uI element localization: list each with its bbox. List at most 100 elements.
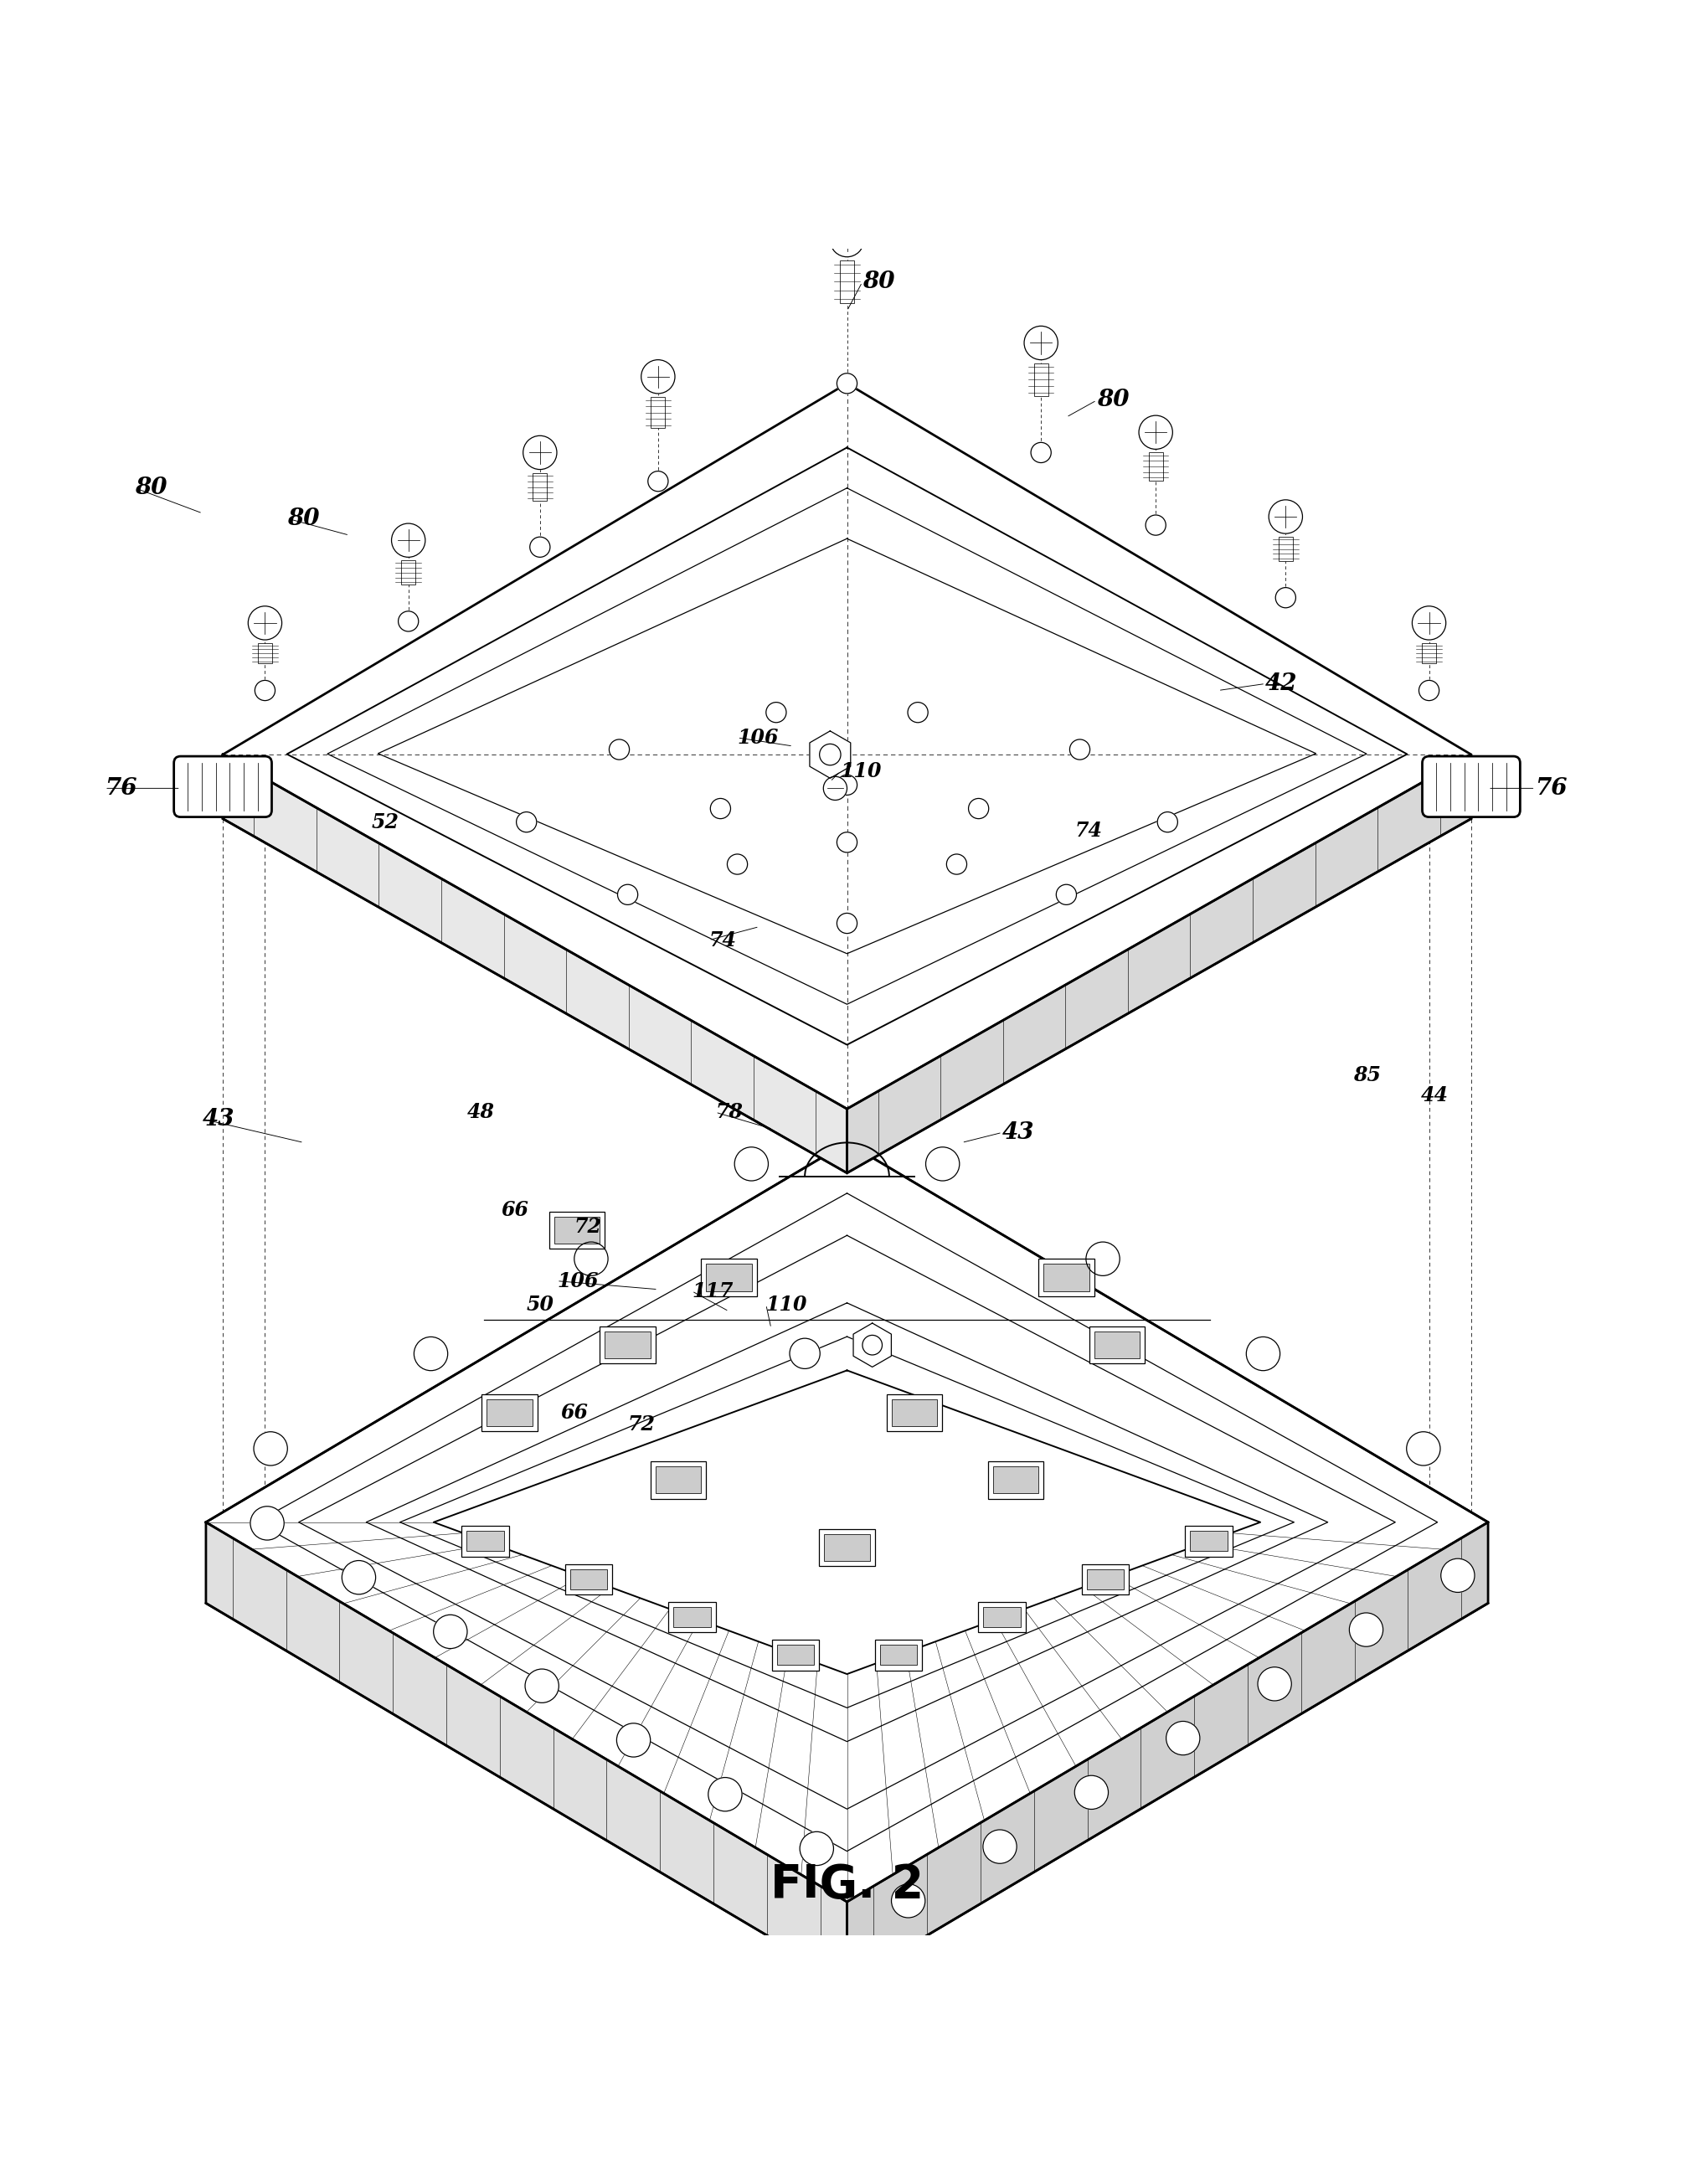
Bar xyxy=(468,1531,503,1551)
Bar xyxy=(706,1265,752,1291)
Circle shape xyxy=(1420,681,1440,701)
Circle shape xyxy=(610,740,630,760)
Bar xyxy=(1089,1326,1145,1363)
Text: 72: 72 xyxy=(574,1216,601,1236)
Bar xyxy=(571,1568,606,1590)
Text: 106: 106 xyxy=(557,1271,598,1291)
Polygon shape xyxy=(854,1324,891,1367)
Circle shape xyxy=(1032,443,1052,463)
Text: FIG. 2: FIG. 2 xyxy=(771,1863,923,1907)
Circle shape xyxy=(254,681,274,701)
Bar xyxy=(1279,537,1293,561)
Text: 110: 110 xyxy=(840,762,881,782)
Bar xyxy=(701,1258,757,1295)
Bar xyxy=(1033,363,1049,395)
Circle shape xyxy=(969,799,989,819)
Text: 43: 43 xyxy=(203,1107,235,1131)
Bar xyxy=(486,1400,532,1426)
Circle shape xyxy=(247,607,281,640)
Circle shape xyxy=(1145,515,1165,535)
Circle shape xyxy=(1257,1666,1291,1701)
FancyBboxPatch shape xyxy=(174,756,271,817)
Text: 85: 85 xyxy=(1354,1066,1381,1085)
Bar xyxy=(605,1332,650,1358)
Text: 66: 66 xyxy=(561,1402,588,1422)
Text: 80: 80 xyxy=(286,507,318,531)
Circle shape xyxy=(525,1669,559,1704)
Bar xyxy=(1149,452,1162,480)
Text: 110: 110 xyxy=(766,1295,808,1315)
Circle shape xyxy=(1406,1433,1440,1465)
Text: 76: 76 xyxy=(1535,778,1567,799)
Circle shape xyxy=(530,537,551,557)
Bar xyxy=(984,1607,1020,1627)
FancyBboxPatch shape xyxy=(1423,756,1520,817)
Bar xyxy=(401,561,415,585)
Bar xyxy=(891,1400,937,1426)
Circle shape xyxy=(617,1723,650,1756)
Text: 76: 76 xyxy=(105,778,137,799)
Text: 42: 42 xyxy=(1265,673,1298,695)
Bar xyxy=(825,1533,869,1562)
Circle shape xyxy=(618,885,639,904)
Circle shape xyxy=(1276,587,1296,607)
Text: 48: 48 xyxy=(468,1103,495,1123)
Polygon shape xyxy=(224,384,1470,1109)
Bar xyxy=(1038,1258,1094,1295)
Bar xyxy=(669,1601,715,1631)
Bar xyxy=(566,1564,612,1594)
Circle shape xyxy=(1350,1612,1382,1647)
Bar xyxy=(988,1461,1044,1498)
Circle shape xyxy=(523,435,557,470)
Circle shape xyxy=(830,223,864,258)
Bar xyxy=(481,1393,537,1431)
Circle shape xyxy=(1055,885,1076,904)
Bar xyxy=(840,260,854,304)
Circle shape xyxy=(574,1243,608,1275)
Text: 74: 74 xyxy=(1074,821,1103,841)
Bar xyxy=(1082,1564,1128,1594)
Circle shape xyxy=(837,775,857,795)
Text: 80: 80 xyxy=(136,476,168,500)
Text: 50: 50 xyxy=(527,1295,554,1315)
Bar xyxy=(600,1326,656,1363)
Polygon shape xyxy=(810,732,850,778)
Bar xyxy=(1186,1527,1232,1557)
Circle shape xyxy=(766,703,786,723)
Text: 43: 43 xyxy=(1003,1120,1035,1144)
Bar xyxy=(674,1607,710,1627)
Circle shape xyxy=(1269,500,1303,533)
Circle shape xyxy=(1413,607,1447,640)
Circle shape xyxy=(925,1147,959,1182)
Bar xyxy=(650,1461,706,1498)
Circle shape xyxy=(642,360,674,393)
Circle shape xyxy=(398,612,418,631)
Circle shape xyxy=(1442,1559,1474,1592)
Circle shape xyxy=(517,812,537,832)
Bar xyxy=(1044,1265,1089,1291)
Bar xyxy=(993,1465,1038,1494)
Bar xyxy=(1088,1568,1123,1590)
Bar xyxy=(778,1645,813,1664)
Text: 78: 78 xyxy=(715,1103,744,1123)
Circle shape xyxy=(1025,325,1057,360)
Circle shape xyxy=(837,832,857,852)
Bar xyxy=(979,1601,1025,1631)
Bar xyxy=(772,1640,818,1671)
Polygon shape xyxy=(434,1369,1260,1675)
Text: 52: 52 xyxy=(371,812,398,832)
Text: 66: 66 xyxy=(501,1199,529,1221)
Text: 80: 80 xyxy=(1096,389,1128,411)
Bar xyxy=(876,1640,922,1671)
Bar xyxy=(1421,644,1437,664)
Circle shape xyxy=(1165,1721,1199,1756)
Bar xyxy=(656,1465,701,1494)
Text: 74: 74 xyxy=(708,930,737,950)
Circle shape xyxy=(1086,1243,1120,1275)
Circle shape xyxy=(342,1562,376,1594)
Polygon shape xyxy=(224,756,847,1173)
Text: 106: 106 xyxy=(737,727,779,747)
Circle shape xyxy=(735,1147,769,1182)
Circle shape xyxy=(837,913,857,933)
Bar xyxy=(554,1216,600,1245)
